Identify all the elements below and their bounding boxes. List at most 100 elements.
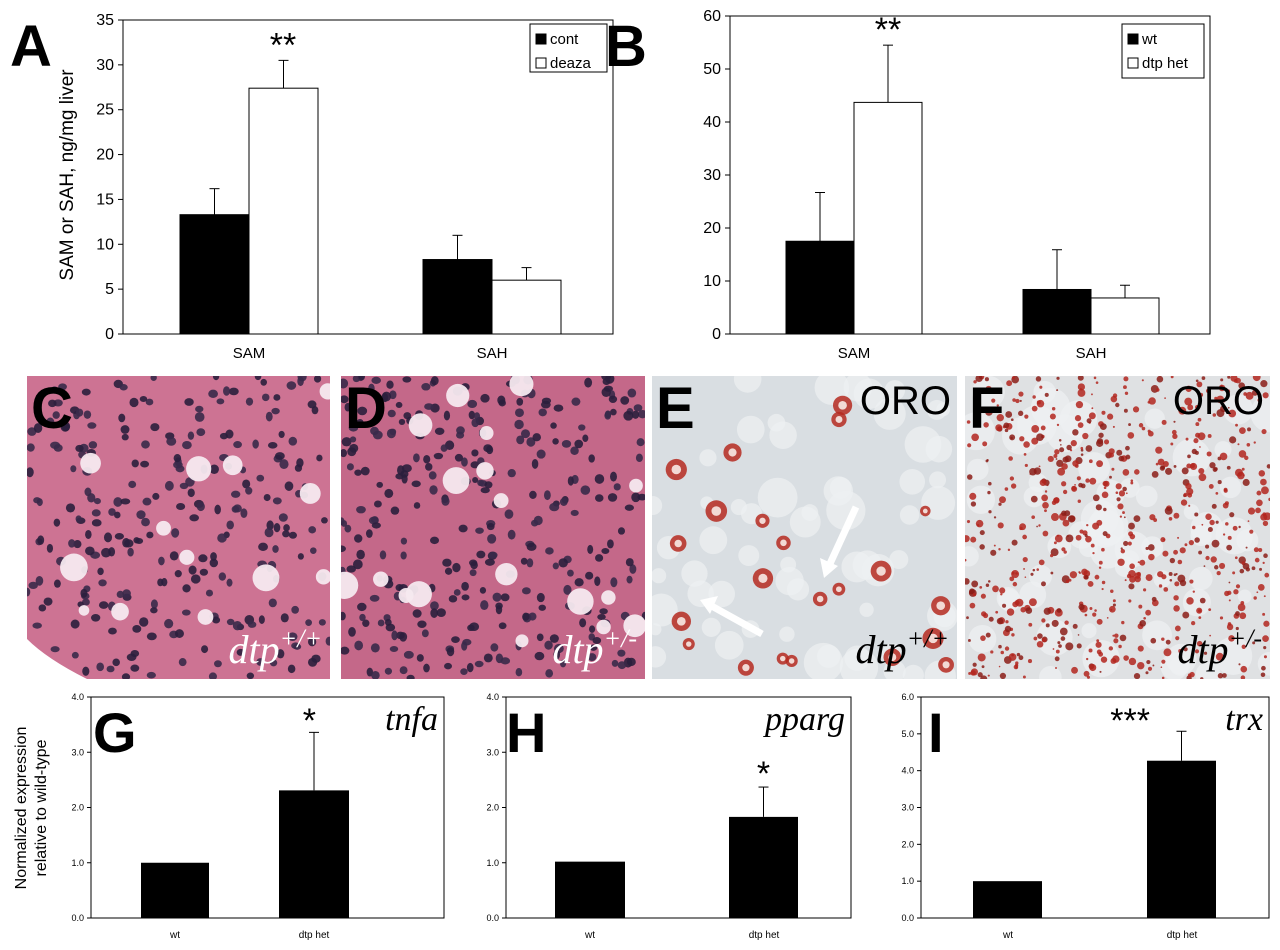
y-tick-label: 40 [703, 114, 721, 131]
lipid-droplet [971, 433, 979, 442]
lipid-droplet [1044, 509, 1047, 513]
nucleus [284, 481, 294, 491]
droplet-center [928, 633, 938, 644]
lipid-droplet [993, 544, 996, 547]
lipid-droplet [1078, 603, 1085, 611]
nucleus [452, 562, 461, 573]
nucleus [58, 383, 67, 391]
nucleus [604, 410, 612, 419]
nucleus [108, 627, 117, 635]
lipid-droplet [982, 612, 989, 619]
nucleus [75, 444, 84, 452]
nucleus [379, 550, 387, 560]
lipid-droplet [1177, 536, 1180, 539]
nucleus [440, 444, 448, 452]
lipid-droplet [1023, 441, 1030, 448]
nucleus [515, 668, 523, 677]
nucleus [182, 584, 191, 593]
lipid-vacuole [623, 614, 645, 638]
lipid-droplet [1184, 397, 1193, 406]
nucleus [442, 558, 452, 567]
lipid-droplet [1042, 502, 1049, 509]
lipid-vacuole [80, 452, 101, 474]
lipid-droplet [1134, 469, 1140, 475]
nucleus [480, 600, 489, 611]
lipid-droplet [1056, 376, 1060, 380]
lipid-droplet [1083, 670, 1090, 677]
lipid-droplet [1198, 467, 1205, 474]
nucleus [601, 387, 611, 397]
nucleus [526, 542, 537, 551]
nucleus [533, 515, 543, 526]
nucleus [282, 530, 290, 538]
lipid-droplet [1060, 636, 1066, 641]
lipid-droplet [1151, 596, 1157, 602]
lipid-droplet [971, 580, 979, 588]
nucleus [635, 453, 643, 463]
y-tick-label: 25 [96, 102, 114, 119]
category-label-SAH: SAH [477, 345, 508, 362]
lipid-droplet [1226, 465, 1231, 470]
lipid-droplet [981, 665, 985, 669]
nucleus [96, 662, 105, 672]
y-tick-label: 20 [96, 147, 114, 164]
nucleus [406, 674, 415, 679]
lipid-droplet [1206, 451, 1212, 457]
lipid-droplet [985, 408, 993, 416]
nucleus [27, 587, 31, 597]
lipid-droplet [1235, 377, 1241, 384]
lipid-droplet [1137, 561, 1140, 564]
nucleus [541, 397, 552, 405]
lipid-droplet [1071, 485, 1078, 492]
nucleus [176, 502, 186, 510]
tissue-edge [27, 639, 87, 679]
lipid-droplet [1138, 423, 1144, 428]
nucleus [264, 527, 274, 538]
nucleus [356, 549, 365, 560]
cell-outline [714, 630, 744, 660]
nucleus [166, 436, 177, 446]
lipid-droplet [1022, 675, 1026, 679]
lipid-droplet [1128, 657, 1137, 666]
nucleus [280, 613, 289, 623]
y-tick-label: 6.0 [901, 692, 914, 702]
nucleus [504, 509, 514, 519]
lipid-droplet [1005, 411, 1013, 418]
nucleus [467, 399, 478, 409]
y-tick-label: 3.0 [486, 747, 499, 757]
droplet-center [816, 595, 824, 603]
nucleus [291, 605, 299, 614]
nucleus [50, 441, 61, 449]
nucleus [526, 558, 534, 568]
lipid-droplet [1039, 385, 1043, 389]
lipid-droplet [1011, 539, 1018, 546]
panel-letter-D: D [345, 376, 387, 441]
nucleus [468, 410, 476, 420]
lipid-droplet [1205, 544, 1210, 549]
lipid-droplet [976, 524, 980, 527]
nucleus [53, 518, 61, 527]
lipid-droplet [1130, 481, 1134, 485]
nucleus [310, 547, 317, 555]
lipid-droplet [1116, 449, 1123, 456]
nucleus [430, 536, 440, 545]
y-tick-label: 1.0 [901, 876, 914, 886]
lipid-droplet [1062, 489, 1068, 495]
nucleus [218, 572, 227, 581]
nucleus [313, 376, 322, 383]
lipid-droplet [1262, 635, 1269, 643]
lipid-droplet [1168, 516, 1173, 521]
nucleus [205, 589, 214, 597]
lipid-droplet [1209, 462, 1216, 469]
nucleus [629, 564, 637, 574]
lipid-droplet [1047, 455, 1054, 463]
cell-outline [701, 617, 721, 637]
lipid-droplet [1044, 392, 1049, 397]
lipid-droplet [1169, 578, 1173, 582]
lipid-droplet [1157, 571, 1164, 578]
lipid-droplet [1052, 648, 1055, 650]
lipid-droplet [1050, 548, 1059, 557]
lipid-droplet [1039, 479, 1047, 487]
nucleus [395, 401, 403, 408]
